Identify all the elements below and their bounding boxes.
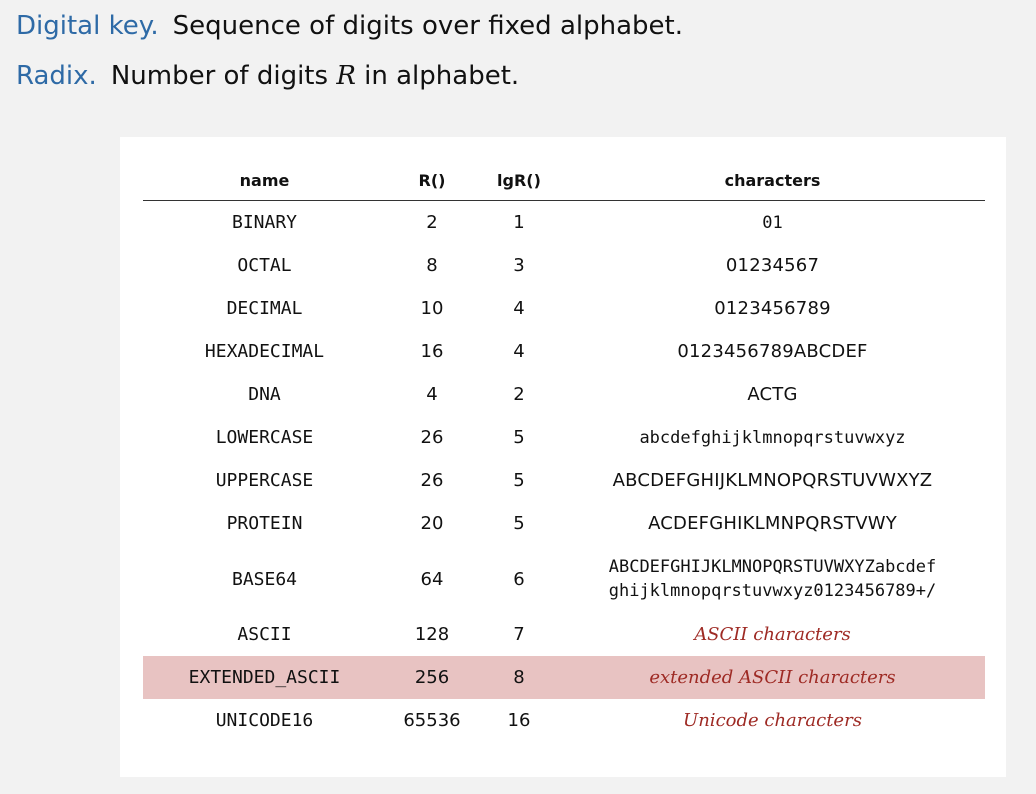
cell-characters: ACTG	[747, 384, 798, 405]
definition-text: Sequence of digits over fixed alphabet.	[172, 11, 683, 41]
header-r: R()	[386, 161, 478, 201]
definition-radix: Radix. Number of digits R in alphabet.	[16, 60, 519, 92]
cell-name: DECIMAL	[226, 298, 303, 319]
header-lgr: lgR()	[478, 161, 560, 201]
cell-characters: abcdefghijklmnopqrstuvwxyz	[639, 427, 906, 448]
cell-characters: ABCDEFGHIJKLMNOPQRSTUVWXYZ	[612, 470, 933, 491]
cell-lgr: 5	[513, 470, 525, 491]
table-row: LOWERCASE 26 5 abcdefghijklmnopqrstuvwxy…	[143, 416, 985, 459]
cell-lgr: 4	[513, 341, 525, 362]
cell-name: UNICODE16	[215, 710, 314, 731]
cell-r: 128	[414, 624, 450, 645]
cell-r: 16	[420, 341, 444, 362]
cell-r: 65536	[403, 710, 461, 731]
cell-name: HEXADECIMAL	[204, 341, 325, 362]
math-r: R	[336, 61, 356, 91]
table-row: BINARY 2 1 01	[143, 201, 985, 245]
cell-lgr: 5	[513, 427, 525, 448]
cell-r: 256	[386, 656, 478, 699]
cell-r: 64	[420, 568, 444, 590]
table-row: UNICODE16 65536 16 Unicode characters	[143, 699, 985, 742]
cell-lgr: 3	[513, 255, 525, 276]
cell-characters: 01	[762, 212, 783, 233]
table-row: UPPERCASE 26 5 ABCDEFGHIJKLMNOPQRSTUVWXY…	[143, 459, 985, 502]
cell-name: PROTEIN	[226, 513, 303, 534]
cell-characters: Unicode characters	[683, 710, 862, 731]
definition-digital-key: Digital key. Sequence of digits over fixe…	[16, 10, 683, 42]
table-row: PROTEIN 20 5 ACDEFGHIKLMNPQRSTVWY	[143, 502, 985, 545]
cell-lgr: 5	[513, 513, 525, 534]
cell-lgr: 1	[513, 212, 525, 233]
characters-line-1: ABCDEFGHIJKLMNOPQRSTUVWXYZabcdef	[608, 557, 937, 577]
table-row: HEXADECIMAL 16 4 0123456789ABCDEF	[143, 330, 985, 373]
cell-name: EXTENDED_ASCII	[143, 656, 386, 699]
cell-r: 8	[426, 255, 438, 276]
header-characters: characters	[560, 161, 985, 201]
cell-name: ASCII	[237, 624, 292, 645]
cell-r: 20	[420, 513, 444, 534]
cell-characters: 01234567	[725, 255, 820, 276]
alphabet-table-panel: name R() lgR() characters BINARY 2 1 01 …	[120, 137, 1006, 777]
cell-r: 10	[420, 298, 444, 319]
cell-name: BASE64	[231, 568, 298, 590]
cell-characters: extended ASCII characters	[560, 656, 985, 699]
cell-name: LOWERCASE	[215, 427, 314, 448]
cell-name: OCTAL	[237, 255, 292, 276]
cell-r: 2	[426, 212, 438, 233]
cell-lgr: 4	[513, 298, 525, 319]
cell-characters: 0123456789ABCDEF	[677, 341, 868, 362]
term-radix: Radix.	[16, 61, 97, 91]
cell-r: 26	[420, 470, 444, 491]
cell-name: DNA	[248, 384, 281, 405]
cell-characters: ABCDEFGHIJKLMNOPQRSTUVWXYZabcdef ghijklm…	[560, 545, 985, 613]
cell-characters: ACDEFGHIKLMNPQRSTVWY	[648, 513, 897, 534]
cell-lgr: 6	[513, 568, 525, 590]
characters-line-2: ghijklmnopqrstuvwxyz0123456789+/	[608, 581, 937, 601]
definition-text-after: in alphabet.	[364, 61, 520, 91]
table-header-row: name R() lgR() characters	[143, 161, 985, 201]
table-row-highlighted: EXTENDED_ASCII 256 8 extended ASCII char…	[143, 656, 985, 699]
term-digital-key: Digital key.	[16, 11, 159, 41]
table-row: BASE64 64 6 ABCDEFGHIJKLMNOPQRSTUVWXYZab…	[143, 545, 985, 613]
table-row: DNA 4 2 ACTG	[143, 373, 985, 416]
cell-r: 4	[426, 384, 438, 405]
table-row: ASCII 128 7 ASCII characters	[143, 613, 985, 656]
cell-lgr: 8	[478, 656, 560, 699]
table-row: OCTAL 8 3 01234567	[143, 244, 985, 287]
definition-text-before: Number of digits	[110, 61, 329, 91]
table-row: DECIMAL 10 4 0123456789	[143, 287, 985, 330]
cell-characters: ASCII characters	[694, 624, 851, 645]
cell-characters: 0123456789	[714, 298, 831, 319]
cell-lgr: 2	[513, 384, 525, 405]
cell-name: BINARY	[231, 212, 298, 233]
cell-name: UPPERCASE	[215, 470, 314, 491]
header-name: name	[143, 161, 386, 201]
cell-r: 26	[420, 427, 444, 448]
cell-lgr: 16	[507, 710, 531, 731]
alphabet-table: name R() lgR() characters BINARY 2 1 01 …	[143, 161, 985, 742]
cell-lgr: 7	[513, 624, 525, 645]
